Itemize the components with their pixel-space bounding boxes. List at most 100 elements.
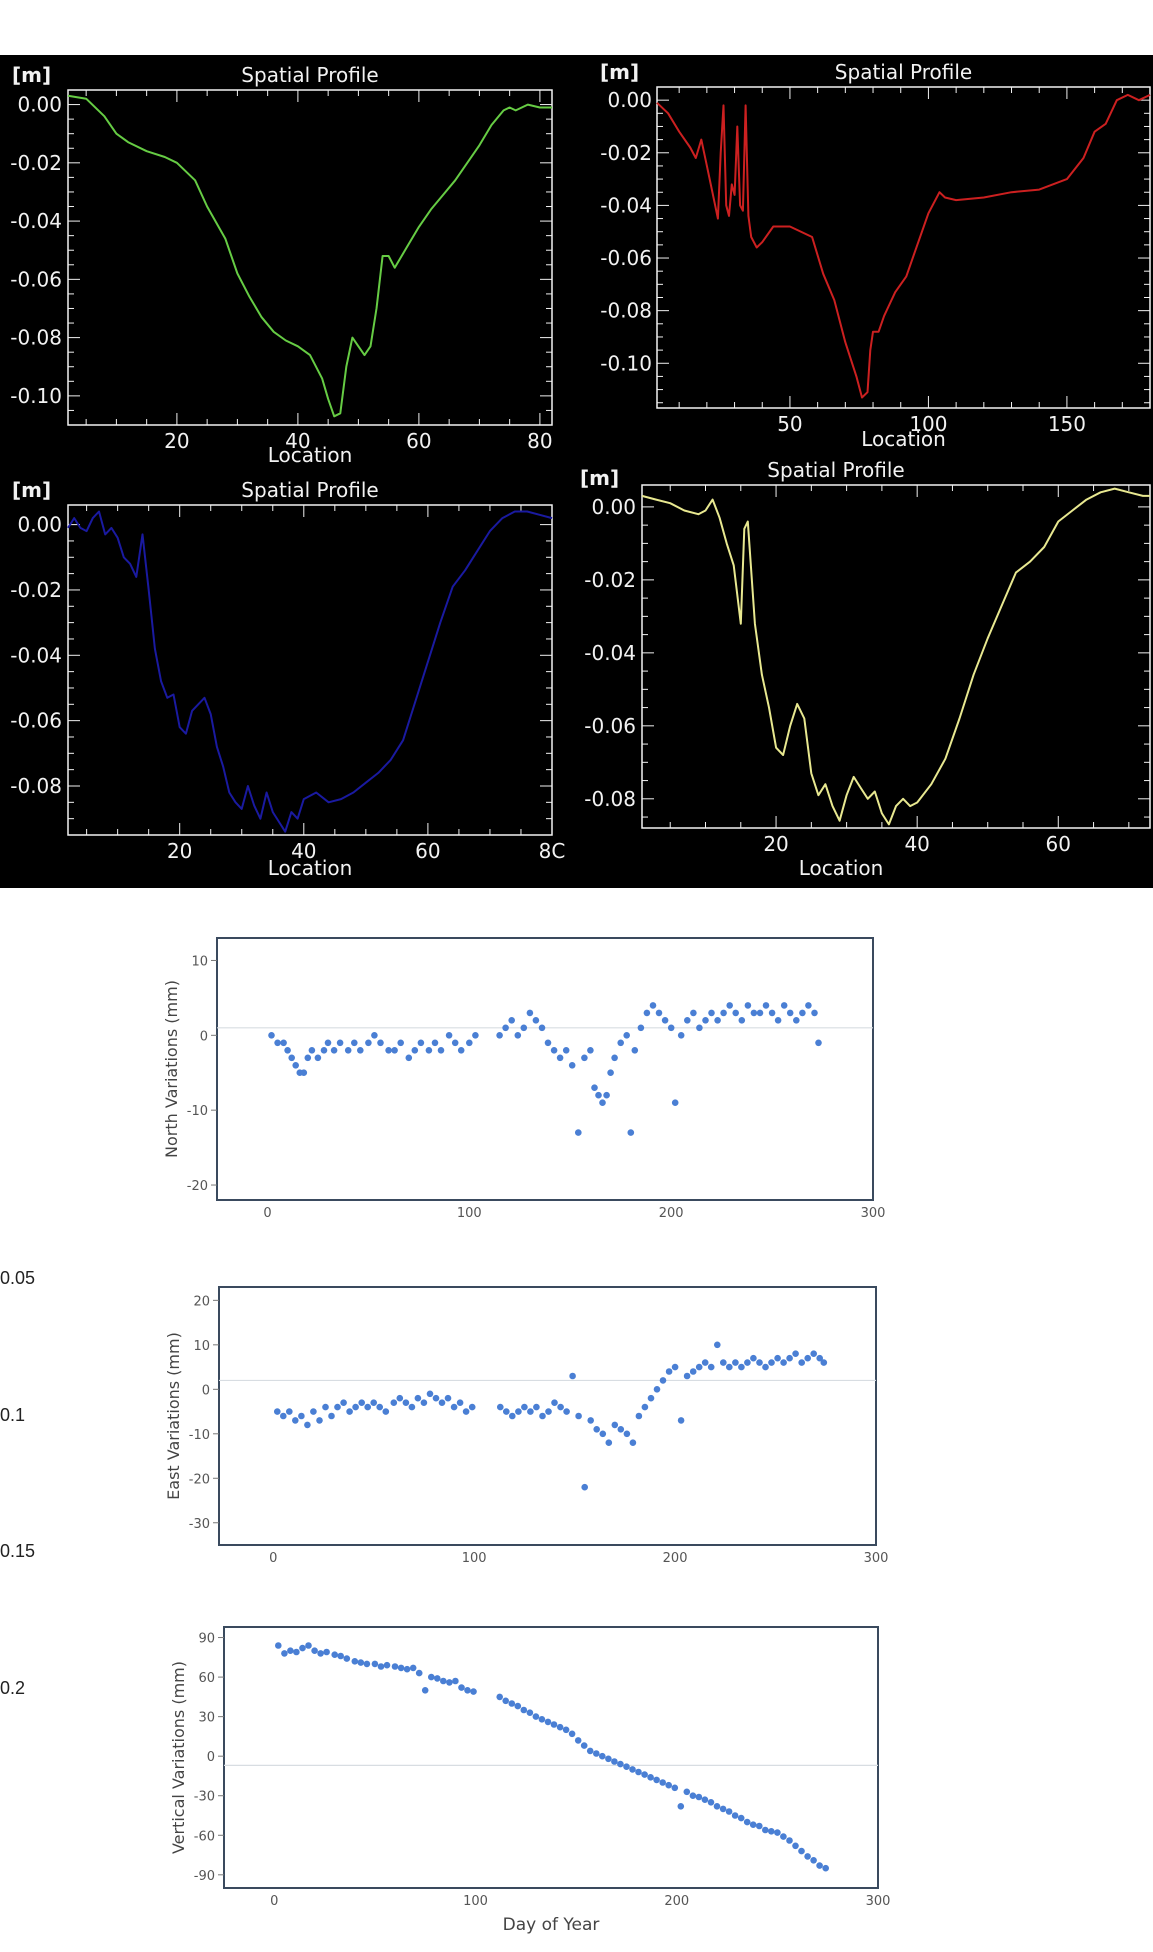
data-point <box>514 1702 522 1710</box>
x-tick-label: 20 <box>164 429 189 453</box>
data-point <box>415 1669 423 1677</box>
data-point <box>744 1359 751 1366</box>
data-point <box>677 1803 685 1810</box>
x-tick-label: 300 <box>866 1894 891 1909</box>
y-tick-label: 0.00 <box>607 88 652 112</box>
x-tick-label: 100 <box>457 1206 482 1221</box>
series-line <box>67 94 552 418</box>
data-point <box>391 1047 398 1054</box>
data-point <box>402 1399 410 1406</box>
x-tick-label: 50 <box>777 412 802 436</box>
data-point <box>556 1054 564 1062</box>
data-point <box>635 1412 643 1420</box>
data-point <box>434 1675 441 1682</box>
data-point <box>799 1009 806 1017</box>
data-point <box>280 1412 287 1420</box>
data-point <box>336 1039 344 1047</box>
data-point <box>738 1363 745 1371</box>
data-point <box>798 1847 805 1855</box>
data-point <box>822 1864 829 1872</box>
data-point <box>275 1642 282 1649</box>
data-point <box>286 1408 293 1415</box>
data-point <box>617 1426 625 1433</box>
data-point <box>274 1408 281 1415</box>
data-point <box>446 1679 453 1686</box>
data-point <box>515 1408 522 1415</box>
data-point <box>544 1039 552 1047</box>
data-point <box>774 1829 781 1836</box>
data-point <box>514 1032 522 1039</box>
data-point <box>720 1009 727 1017</box>
left-axis-fragment: 0.15 <box>0 1541 36 1561</box>
data-point <box>451 1039 459 1047</box>
data-point <box>470 1688 477 1695</box>
data-point <box>397 1039 405 1047</box>
data-point <box>768 1828 775 1835</box>
data-point <box>425 1047 433 1054</box>
data-point <box>539 1412 546 1420</box>
y-tick-label: 10 <box>191 954 208 969</box>
data-point <box>738 1017 746 1024</box>
data-point <box>762 1826 769 1834</box>
y-axis-unit-label: [m] <box>12 478 51 502</box>
data-point <box>437 1047 445 1054</box>
chart-4: 20 40 60 0.00 -0.02 -0.04 -0.06 -0.08 Spatial Pr… <box>580 458 1151 880</box>
data-point <box>308 1047 316 1054</box>
data-point <box>324 1039 332 1047</box>
data-point <box>689 1792 697 1799</box>
x-tick-label: 60 <box>1046 832 1071 856</box>
data-point <box>551 1399 558 1406</box>
plot-frame <box>216 937 874 1201</box>
data-point <box>774 1017 782 1024</box>
data-point <box>293 1648 300 1656</box>
data-point <box>287 1647 294 1654</box>
data-point <box>457 1047 465 1054</box>
data-point <box>581 1483 588 1491</box>
data-point <box>431 1039 439 1047</box>
data-point <box>701 1359 709 1366</box>
series-line <box>656 93 1151 399</box>
y-axis-unit-label: [m] <box>12 63 51 87</box>
data-point <box>550 1721 558 1728</box>
data-point <box>756 1009 764 1017</box>
data-point <box>786 1354 793 1362</box>
data-point <box>623 1032 630 1039</box>
y-tick-label: -20 <box>189 1472 210 1487</box>
data-point <box>323 1648 330 1656</box>
data-point <box>805 1002 812 1009</box>
data-point <box>617 1760 624 1768</box>
data-point <box>426 1390 434 1398</box>
data-point <box>749 1821 757 1828</box>
x-tick-label: 60 <box>415 839 440 863</box>
data-point <box>310 1408 317 1415</box>
data-point <box>587 1047 594 1054</box>
x-tick-label: 40 <box>291 839 316 863</box>
x-tick-label: 0 <box>269 1551 277 1566</box>
data-point <box>352 1403 359 1411</box>
data-point <box>390 1399 398 1406</box>
data-point <box>605 1755 612 1763</box>
data-point <box>508 1700 516 1707</box>
x-tick-label: 20 <box>763 832 788 856</box>
data-point <box>726 1363 733 1371</box>
data-point <box>305 1642 312 1649</box>
y-tick-label: -20 <box>187 1179 208 1194</box>
data-point <box>385 1047 392 1054</box>
data-point <box>707 1799 715 1806</box>
data-point <box>786 1837 793 1844</box>
data-point <box>575 1129 582 1136</box>
data-point <box>268 1032 275 1039</box>
data-point <box>810 1857 817 1864</box>
data-point <box>364 1403 372 1411</box>
data-point <box>653 1386 661 1393</box>
chart-2: 50 100 150 0.00 -0.02 -0.04 -0.06 -0.08 -0.10 Spa… <box>600 60 1151 451</box>
y-tick-label: -10 <box>189 1428 210 1443</box>
x-tick-label: 200 <box>664 1894 689 1909</box>
data-point <box>468 1403 476 1411</box>
data-point <box>357 1047 364 1054</box>
y-tick-label: -0.08 <box>10 774 62 798</box>
y-tick-label: 0 <box>200 1029 208 1044</box>
x-axis-label: Location <box>268 443 353 467</box>
